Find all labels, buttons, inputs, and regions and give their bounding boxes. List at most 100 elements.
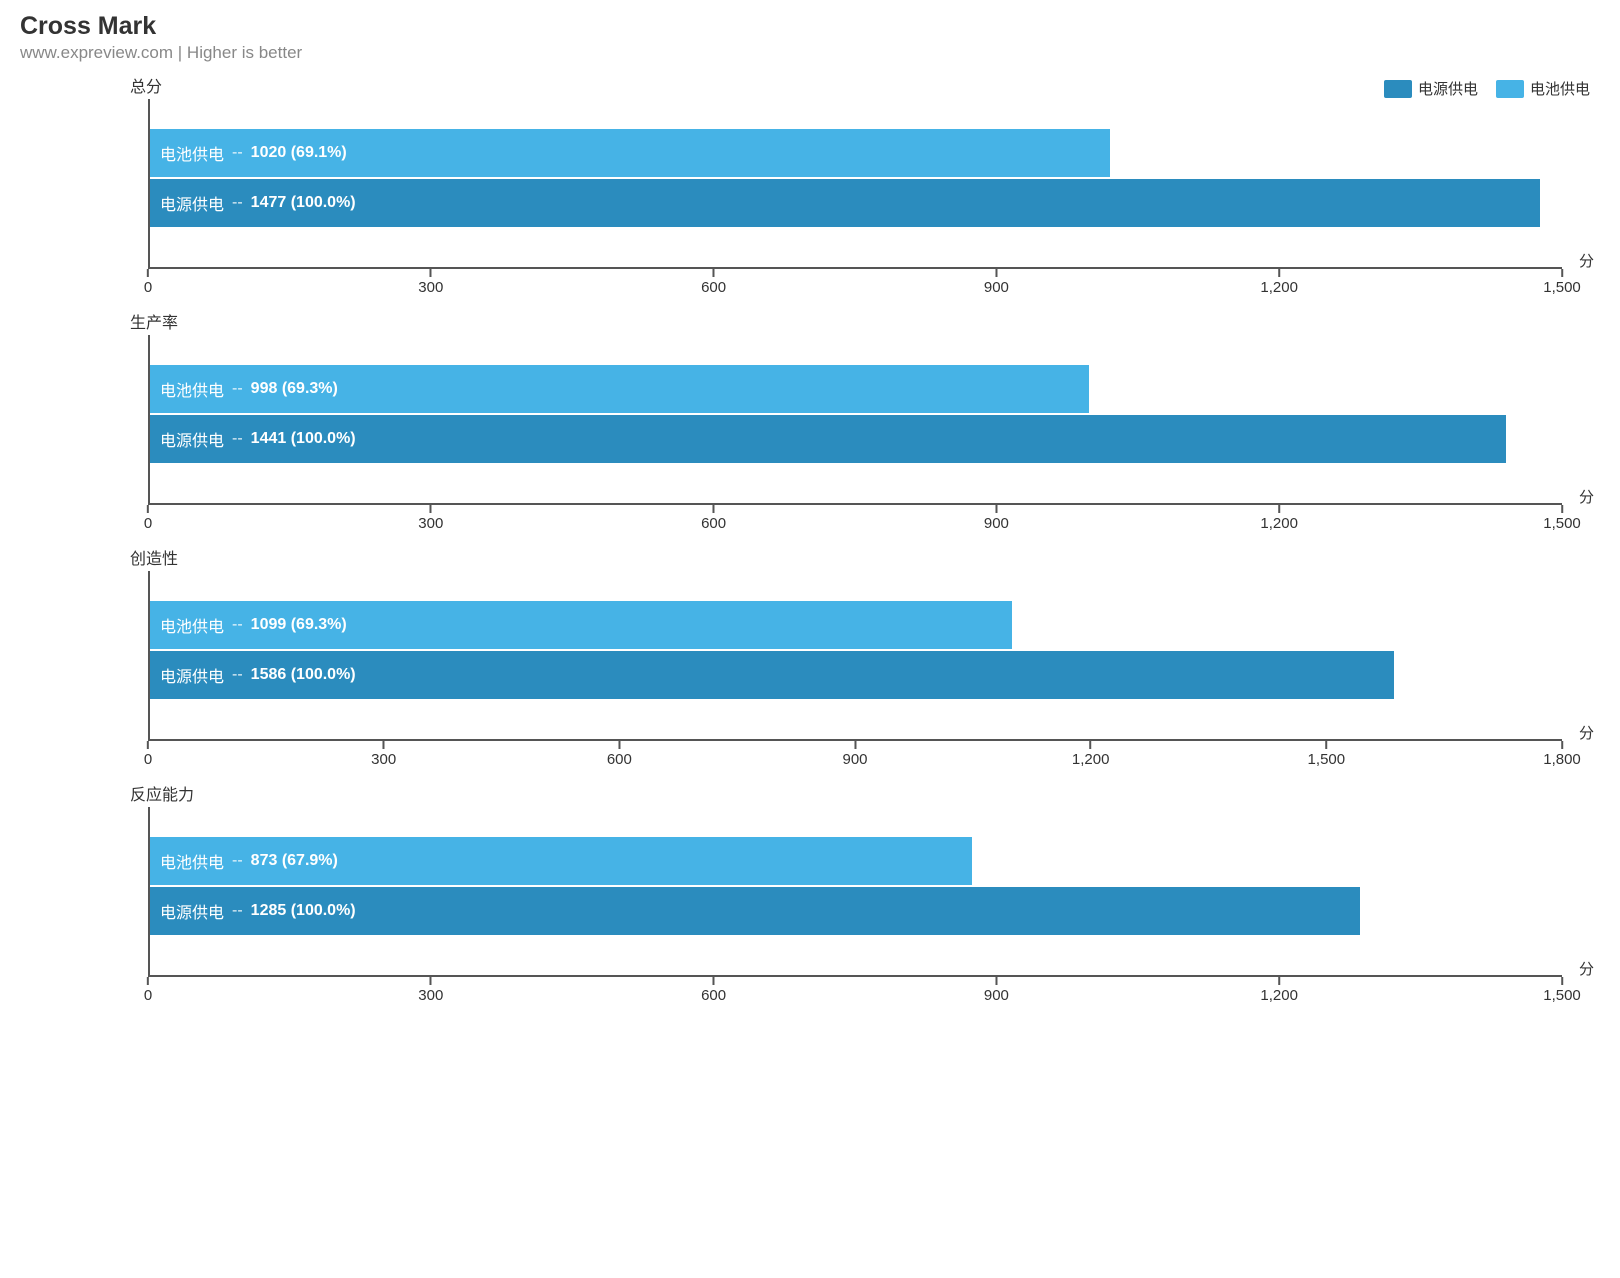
- x-tick-mark: [147, 977, 149, 985]
- chart-panel: 创造性电池供电 -- 1099 (69.3%) 电源供电 -- 1586 (100.0%)…: [20, 545, 1600, 775]
- axis-unit-label: 分: [1579, 722, 1594, 743]
- x-tick-label: 900: [984, 279, 1009, 296]
- plot-wrap: 电池供电--1099 (69.3%)电源供电--1586 (100.0%)分03…: [148, 571, 1562, 775]
- legend-item-power: 电源供电: [1384, 78, 1478, 99]
- x-tick-label: 1,200: [1260, 515, 1298, 532]
- bar-value-label: 1441 (100.0%): [251, 430, 356, 448]
- legend-label-battery: 电池供电: [1530, 78, 1590, 99]
- x-tick-mark: [995, 269, 997, 277]
- x-tick-label: 1,800: [1543, 751, 1581, 768]
- x-tick-label: 600: [701, 987, 726, 1004]
- plot-area: 电池供电--873 (67.9%)电源供电--1285 (100.0%)分: [148, 807, 1562, 977]
- x-tick-mark: [995, 505, 997, 513]
- bar-series-label: 电源供电: [160, 427, 224, 451]
- x-tick-label: 600: [701, 279, 726, 296]
- panel-title: 创造性: [130, 545, 1600, 569]
- x-tick-mark: [1278, 977, 1280, 985]
- x-tick: 1,800: [1543, 741, 1581, 768]
- bar-value-label: 1477 (100.0%): [251, 194, 356, 212]
- chart-subtitle: www.expreview.com | Higher is better: [20, 43, 1600, 63]
- x-tick: 0: [144, 741, 152, 768]
- chart-panel: 总分电池供电--1020 (69.1%)电源供电--1477 (100.0%)分…: [20, 73, 1600, 303]
- x-tick-mark: [1278, 505, 1280, 513]
- x-tick: 1,200: [1260, 505, 1298, 532]
- x-tick-label: 300: [371, 751, 396, 768]
- x-tick: 0: [144, 505, 152, 532]
- x-tick: 300: [418, 505, 443, 532]
- plot-area: 电池供电--1099 (69.3%)电源供电--1586 (100.0%)分: [148, 571, 1562, 741]
- x-tick-mark: [1090, 741, 1092, 749]
- x-tick: 300: [418, 977, 443, 1004]
- x-tick-mark: [1561, 741, 1563, 749]
- x-tick: 900: [984, 505, 1009, 532]
- axis-unit-label: 分: [1579, 250, 1594, 271]
- x-tick-mark: [430, 505, 432, 513]
- bars-group: 电池供电--998 (69.3%)电源供电--1441 (100.0%): [150, 365, 1562, 463]
- bar-value-label: 1586 (100.0%): [251, 666, 356, 684]
- x-tick: 900: [842, 741, 867, 768]
- bar-series-label: 电源供电: [160, 191, 224, 215]
- x-tick: 1,500: [1543, 269, 1581, 296]
- x-tick-label: 900: [984, 987, 1009, 1004]
- x-tick: 600: [701, 977, 726, 1004]
- bar-separator: --: [232, 852, 243, 870]
- plot-area: 电池供电--998 (69.3%)电源供电--1441 (100.0%)分: [148, 335, 1562, 505]
- axis-unit-label: 分: [1579, 486, 1594, 507]
- bar: 电池供电--998 (69.3%): [150, 365, 1089, 413]
- legend-swatch-power: [1384, 80, 1412, 98]
- x-tick: 900: [984, 269, 1009, 296]
- chart-panel: 生产率电池供电--998 (69.3%)电源供电--1441 (100.0%)分…: [20, 309, 1600, 539]
- x-tick-label: 300: [418, 987, 443, 1004]
- bar-separator: --: [232, 144, 243, 162]
- x-tick-label: 300: [418, 515, 443, 532]
- x-tick: 1,200: [1072, 741, 1110, 768]
- bar: 电源供电--1477 (100.0%): [150, 179, 1540, 227]
- x-tick: 1,500: [1543, 505, 1581, 532]
- bar-value-label: 998 (69.3%): [251, 380, 338, 398]
- bar-separator: --: [232, 380, 243, 398]
- panel-title: 生产率: [130, 309, 1600, 333]
- bar-series-label: 电池供电: [160, 141, 224, 165]
- bar: 电源供电--1285 (100.0%): [150, 887, 1360, 935]
- axis-unit-label: 分: [1579, 958, 1594, 979]
- bar-separator: --: [232, 616, 243, 634]
- x-tick-mark: [854, 741, 856, 749]
- x-tick: 600: [607, 741, 632, 768]
- x-tick-mark: [1278, 269, 1280, 277]
- bar-separator: --: [232, 902, 243, 920]
- x-tick-mark: [147, 741, 149, 749]
- x-tick-label: 0: [144, 515, 152, 532]
- bar-value-label: 1099 (69.3%): [251, 616, 347, 634]
- x-tick-mark: [1325, 741, 1327, 749]
- x-tick-mark: [430, 977, 432, 985]
- bar-series-label: 电源供电: [160, 663, 224, 687]
- panel-title: 反应能力: [130, 781, 1600, 805]
- x-tick: 900: [984, 977, 1009, 1004]
- x-tick-label: 0: [144, 279, 152, 296]
- x-tick-label: 1,200: [1260, 279, 1298, 296]
- bar-series-label: 电池供电: [160, 849, 224, 873]
- x-tick: 600: [701, 269, 726, 296]
- x-tick-mark: [618, 741, 620, 749]
- x-tick: 0: [144, 269, 152, 296]
- x-tick-label: 600: [701, 515, 726, 532]
- x-tick: 1,500: [1308, 741, 1346, 768]
- legend: 电源供电 电池供电: [1384, 78, 1590, 99]
- plot-wrap: 电池供电--873 (67.9%)电源供电--1285 (100.0%)分030…: [148, 807, 1562, 1011]
- plot-wrap: 电池供电--1020 (69.1%)电源供电--1477 (100.0%)分03…: [148, 99, 1562, 303]
- chart-header: Cross Mark www.expreview.com | Higher is…: [20, 12, 1600, 63]
- bar-value-label: 1285 (100.0%): [251, 902, 356, 920]
- bar-value-label: 1020 (69.1%): [251, 144, 347, 162]
- chart-title: Cross Mark: [20, 12, 1600, 41]
- panel-title: 总分: [130, 73, 1600, 97]
- bar-series-label: 电池供电: [160, 613, 224, 637]
- x-axis-ticks: 03006009001,2001,500: [148, 269, 1562, 303]
- x-axis-ticks: 03006009001,2001,5001,800: [148, 741, 1562, 775]
- chart-panel: 反应能力电池供电--873 (67.9%)电源供电--1285 (100.0%)…: [20, 781, 1600, 1011]
- x-tick: 1,200: [1260, 269, 1298, 296]
- x-tick: 300: [418, 269, 443, 296]
- x-tick-label: 0: [144, 751, 152, 768]
- bar-separator: --: [232, 666, 243, 684]
- plot-area: 电池供电--1020 (69.1%)电源供电--1477 (100.0%)分: [148, 99, 1562, 269]
- x-tick-label: 300: [418, 279, 443, 296]
